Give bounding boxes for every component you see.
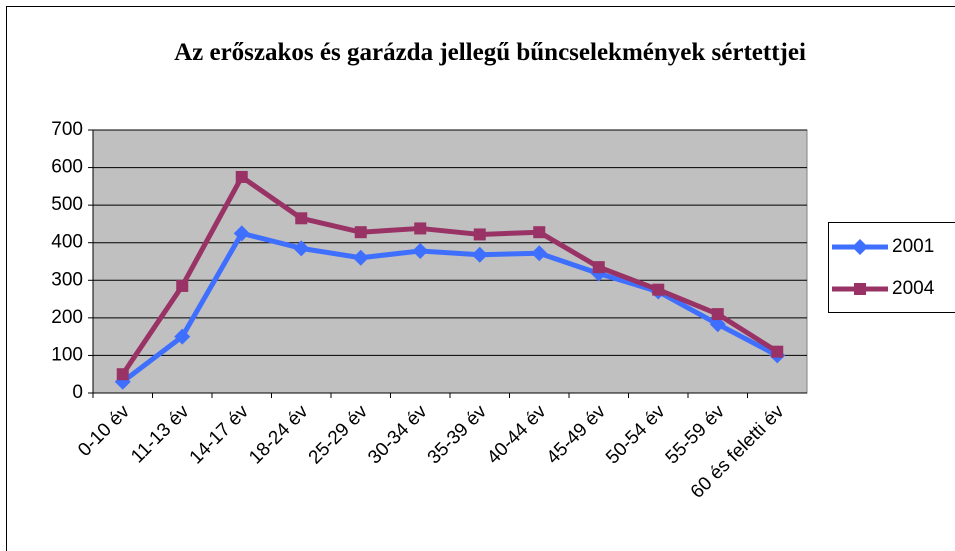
- data-point: [233, 225, 250, 242]
- data-point: [412, 242, 429, 259]
- data-point: [652, 283, 665, 296]
- y-tick-label: 400: [51, 232, 83, 253]
- x-tick-label: 30-34 év: [364, 401, 431, 468]
- legend-marker: [852, 239, 868, 255]
- x-tick-label: 45-49 év: [543, 401, 610, 468]
- data-point: [471, 246, 488, 263]
- y-tick-label: 500: [51, 194, 83, 215]
- legend-box: [828, 222, 955, 313]
- x-tick-label: 50-54 év: [602, 401, 669, 468]
- data-point: [414, 222, 427, 235]
- legend-label: 2004: [892, 278, 935, 299]
- x-tick-label: 25-29 év: [305, 401, 372, 468]
- x-tick-label: 11-13 év: [127, 401, 193, 467]
- data-point: [235, 170, 248, 183]
- legend-label: 2001: [892, 236, 934, 257]
- data-point: [295, 212, 308, 225]
- series-line: [121, 230, 779, 384]
- y-tick-label: 200: [51, 307, 83, 328]
- data-point: [531, 245, 548, 262]
- data-point: [592, 261, 605, 274]
- data-point: [709, 316, 726, 333]
- chart-border: [6, 6, 955, 551]
- x-tick-label: 0-10 év: [74, 401, 134, 461]
- y-tick-label: 0: [72, 382, 83, 403]
- y-tick-label: 600: [51, 157, 83, 178]
- x-tick-label: 40-44 év: [483, 401, 550, 468]
- y-tick-label: 300: [51, 269, 83, 290]
- y-tick-label: 100: [51, 344, 83, 365]
- data-point: [473, 228, 486, 241]
- legend-marker: [854, 283, 866, 295]
- data-point: [354, 226, 367, 239]
- chart-title: Az erőszakos és garázda jellegű bűncsele…: [174, 39, 806, 66]
- data-point: [116, 368, 129, 381]
- data-point: [352, 249, 369, 266]
- data-point: [771, 345, 784, 358]
- x-tick-label: 35-39 év: [424, 401, 491, 468]
- plot-area: [92, 129, 808, 394]
- data-point: [293, 240, 310, 257]
- series-line: [120, 174, 779, 376]
- y-tick-label: 700: [51, 119, 83, 140]
- x-tick-label: 18-24 év: [245, 401, 312, 468]
- data-point: [174, 328, 191, 345]
- data-point: [711, 308, 724, 321]
- data-point: [533, 226, 546, 239]
- x-tick-label: 14-17 év: [186, 401, 253, 468]
- data-point: [176, 279, 189, 292]
